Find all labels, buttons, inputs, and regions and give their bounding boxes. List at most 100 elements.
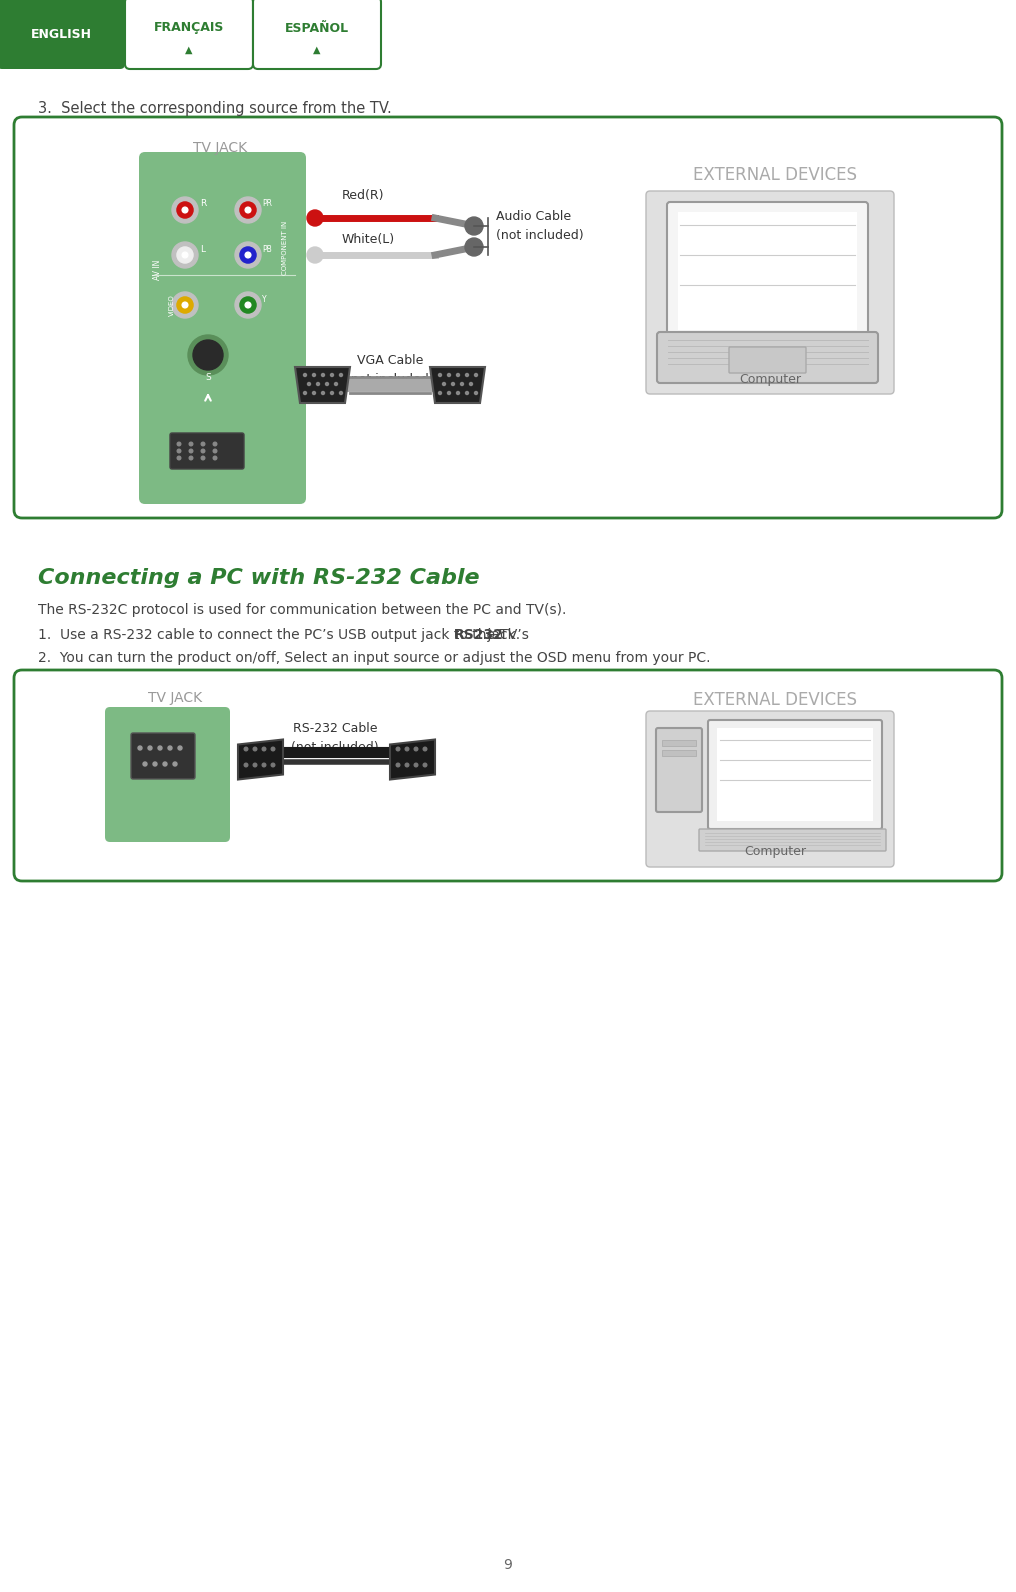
Circle shape (201, 457, 205, 460)
Text: R: R (200, 199, 206, 209)
FancyBboxPatch shape (646, 712, 894, 868)
Circle shape (339, 392, 342, 395)
Text: VIDEO: VIDEO (169, 295, 175, 315)
Circle shape (172, 197, 198, 223)
Circle shape (415, 747, 418, 751)
Circle shape (201, 449, 205, 452)
Circle shape (177, 449, 181, 452)
FancyBboxPatch shape (131, 732, 195, 778)
Circle shape (138, 747, 142, 750)
Circle shape (456, 374, 459, 376)
Text: Computer: Computer (739, 374, 801, 387)
Text: TV JACK: TV JACK (148, 691, 202, 705)
FancyBboxPatch shape (14, 670, 1002, 880)
Text: L: L (200, 245, 205, 253)
Circle shape (304, 374, 307, 376)
Circle shape (182, 252, 188, 258)
Circle shape (308, 382, 311, 385)
Text: ENGLISH: ENGLISH (30, 29, 91, 41)
Circle shape (307, 210, 323, 226)
Circle shape (201, 443, 205, 446)
Circle shape (396, 763, 400, 767)
Circle shape (465, 392, 468, 395)
Circle shape (235, 197, 261, 223)
FancyBboxPatch shape (662, 750, 696, 756)
Circle shape (177, 298, 193, 314)
Circle shape (447, 374, 450, 376)
Circle shape (148, 747, 152, 750)
Circle shape (330, 374, 333, 376)
Circle shape (325, 382, 328, 385)
FancyBboxPatch shape (717, 728, 873, 821)
Circle shape (313, 374, 316, 376)
Circle shape (213, 449, 216, 452)
Text: S: S (205, 374, 211, 382)
Circle shape (313, 392, 316, 395)
Circle shape (245, 207, 251, 213)
Circle shape (253, 763, 257, 767)
Text: Audio Cable
(not included): Audio Cable (not included) (496, 210, 583, 242)
Circle shape (189, 443, 193, 446)
Circle shape (182, 302, 188, 307)
Circle shape (321, 392, 324, 395)
Text: ▲: ▲ (313, 45, 321, 56)
Circle shape (405, 763, 408, 767)
Text: Red(R): Red(R) (342, 188, 384, 202)
Circle shape (469, 382, 472, 385)
FancyBboxPatch shape (125, 0, 253, 68)
Text: TV JACK: TV JACK (193, 142, 247, 154)
Text: Y: Y (262, 295, 266, 304)
FancyBboxPatch shape (708, 720, 882, 829)
Text: FRANÇAIS: FRANÇAIS (153, 22, 225, 35)
Circle shape (415, 763, 418, 767)
Circle shape (424, 763, 427, 767)
FancyBboxPatch shape (657, 333, 878, 384)
FancyBboxPatch shape (678, 212, 858, 330)
Circle shape (443, 382, 445, 385)
Circle shape (245, 302, 251, 307)
Circle shape (240, 247, 256, 263)
Text: The RS-232C protocol is used for communication between the PC and TV(s).: The RS-232C protocol is used for communi… (38, 603, 566, 618)
Circle shape (317, 382, 319, 385)
Text: PB: PB (262, 245, 271, 253)
FancyBboxPatch shape (105, 707, 230, 842)
Circle shape (460, 382, 463, 385)
Circle shape (253, 747, 257, 751)
Circle shape (168, 747, 172, 750)
Text: 1.  Use a RS-232 cable to connect the PC’s USB output jack to the TV’s: 1. Use a RS-232 cable to connect the PC’… (38, 627, 533, 642)
Text: White(L): White(L) (342, 234, 395, 247)
Circle shape (451, 382, 454, 385)
Text: jack.: jack. (483, 627, 520, 642)
Circle shape (245, 252, 251, 258)
Circle shape (456, 392, 459, 395)
Text: 9: 9 (504, 1559, 512, 1571)
Circle shape (396, 747, 400, 751)
Circle shape (439, 374, 442, 376)
Polygon shape (238, 740, 283, 780)
Circle shape (235, 291, 261, 318)
FancyBboxPatch shape (662, 740, 696, 747)
FancyBboxPatch shape (0, 0, 125, 68)
Circle shape (172, 242, 198, 267)
Text: 2.  You can turn the product on/off, Select an input source or adjust the OSD me: 2. You can turn the product on/off, Sele… (38, 651, 710, 665)
Circle shape (143, 763, 147, 766)
Circle shape (172, 291, 198, 318)
Circle shape (334, 382, 337, 385)
Text: PR: PR (262, 199, 272, 209)
Circle shape (271, 763, 274, 767)
Circle shape (177, 247, 193, 263)
Circle shape (262, 763, 266, 767)
FancyBboxPatch shape (666, 202, 868, 338)
Circle shape (474, 374, 478, 376)
Circle shape (262, 747, 266, 751)
Circle shape (240, 202, 256, 218)
Circle shape (177, 443, 181, 446)
Circle shape (182, 207, 188, 213)
Text: 3.  Select the corresponding source from the TV.: 3. Select the corresponding source from … (38, 100, 392, 116)
FancyBboxPatch shape (253, 0, 381, 68)
Circle shape (177, 202, 193, 218)
Circle shape (424, 747, 427, 751)
Circle shape (158, 747, 162, 750)
Text: Connecting a PC with RS-232 Cable: Connecting a PC with RS-232 Cable (38, 568, 480, 587)
Text: COMPONENT IN: COMPONENT IN (282, 221, 288, 275)
